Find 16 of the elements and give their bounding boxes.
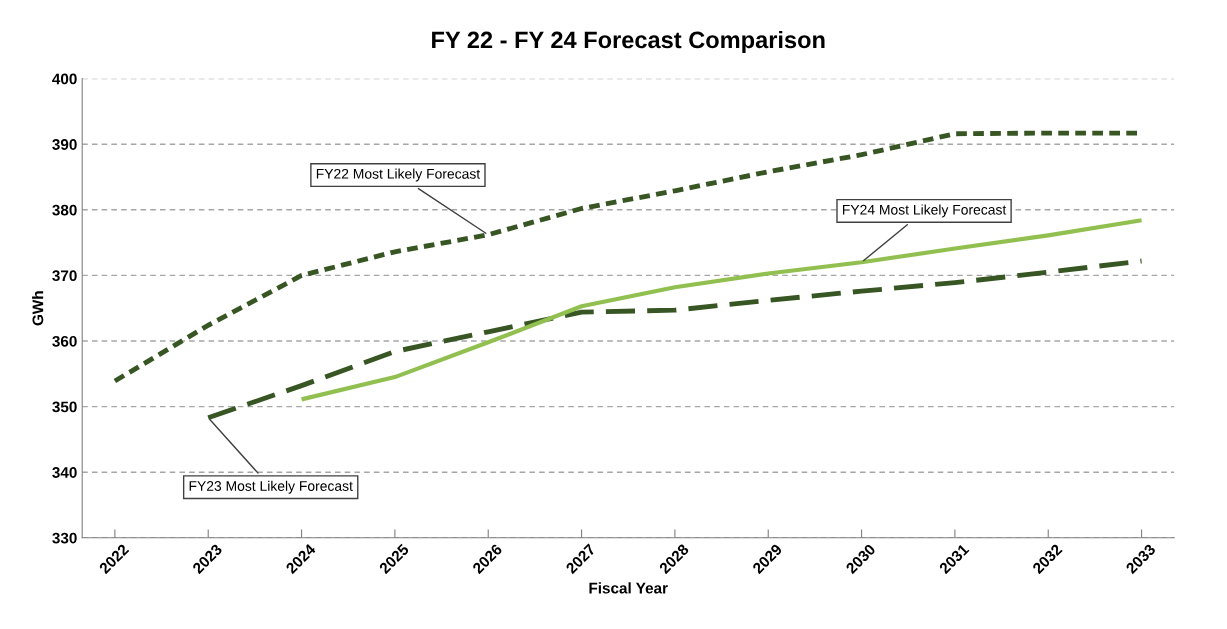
y-tick-label: 370: [52, 270, 77, 282]
y-tick-label: 380: [52, 204, 77, 216]
y-tick-label: 390: [52, 139, 77, 150]
annotation: FY23 Most Likely Forecast: [189, 480, 353, 494]
line-series: [205, 258, 1144, 421]
y-tick-label: 360: [52, 335, 77, 347]
chart-title: FY 22 - FY 24 Forecast Comparison: [432, 30, 825, 53]
x-axis-title: Fiscal Year: [589, 582, 668, 594]
line-series: [299, 218, 1144, 402]
y-tick-label: 400: [52, 73, 77, 85]
y-axis-title: GWh: [32, 291, 44, 326]
y-tick-label: 350: [52, 401, 77, 413]
y-tick-label: 330: [52, 532, 77, 544]
annotation: FY22 Most Likely Forecast: [316, 168, 481, 182]
y-tick-label: 340: [52, 467, 77, 478]
annotation: FY24 Most Likely Forecast: [843, 204, 1007, 218]
